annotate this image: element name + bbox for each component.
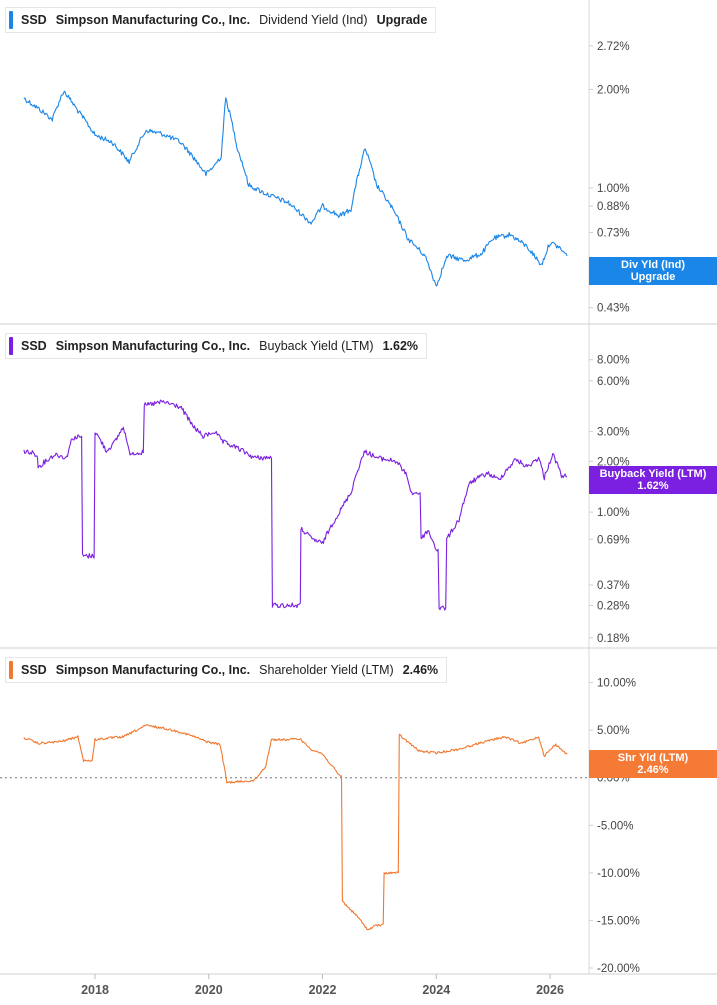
y-tick-label: 0.88% — [597, 201, 630, 213]
legend-metric: Shareholder Yield (LTM) — [259, 663, 394, 677]
legend-company: Simpson Manufacturing Co., Inc. — [55, 13, 251, 27]
series-line-dividend-yield — [23, 90, 568, 287]
x-tick-label: 2026 — [536, 983, 564, 997]
y-tick-label: 3.00% — [597, 427, 630, 439]
shareholder-yield-legend[interactable]: SSD Simpson Manufacturing Co., Inc. Shar… — [5, 657, 448, 683]
tag-line-value: Upgrade — [630, 271, 676, 283]
legend-ticker: SSD — [21, 663, 47, 677]
tag-line-value: 2.46% — [637, 764, 669, 776]
y-tick-label: 0.73% — [597, 228, 630, 240]
x-tick-label: 2024 — [422, 983, 450, 997]
legend-metric: Dividend Yield (Ind) — [259, 13, 368, 27]
buyback-yield-swatch — [9, 337, 13, 355]
y-tick-label: -5.00% — [597, 820, 633, 832]
y-tick-label: 10.00% — [597, 678, 636, 690]
tag-line-metric: Div Yld (Ind) — [621, 259, 685, 271]
series-line-shareholder-yield — [23, 724, 568, 931]
y-tick-label: 0.18% — [597, 633, 630, 645]
y-tick-label: 2.72% — [597, 41, 630, 53]
tag-line-metric: Buyback Yield (LTM) — [599, 468, 707, 480]
shareholder-yield-swatch — [9, 661, 13, 679]
legend-value: 1.62% — [382, 339, 419, 353]
legend-company: Simpson Manufacturing Co., Inc. — [55, 339, 251, 353]
y-tick-label: 0.37% — [597, 580, 630, 592]
y-tick-label: 2.00% — [597, 84, 630, 96]
x-tick-label: 2022 — [309, 983, 337, 997]
y-tick-label: 0.28% — [597, 600, 630, 612]
buyback-yield-tag: Buyback Yield (LTM) 1.62% — [589, 466, 717, 494]
dividend-yield-tag: Div Yld (Ind) Upgrade — [589, 257, 717, 285]
dividend-yield-swatch — [9, 11, 13, 29]
shareholder-yield-tag: Shr Yld (LTM) 2.46% — [589, 750, 717, 778]
y-tick-label: 0.43% — [597, 303, 630, 315]
legend-ticker: SSD — [21, 13, 47, 27]
y-tick-label: -20.00% — [597, 963, 640, 975]
dividend-yield-legend[interactable]: SSD Simpson Manufacturing Co., Inc. Divi… — [5, 7, 437, 33]
legend-ticker: SSD — [21, 339, 47, 353]
y-tick-label: 0.69% — [597, 534, 630, 546]
buyback-yield-legend[interactable]: SSD Simpson Manufacturing Co., Inc. Buyb… — [5, 333, 428, 359]
legend-value: 2.46% — [402, 663, 439, 677]
y-tick-label: 1.00% — [597, 183, 630, 195]
series-line-buyback-yield — [23, 399, 568, 611]
legend-company: Simpson Manufacturing Co., Inc. — [55, 663, 251, 677]
y-tick-label: 2.00% — [597, 456, 630, 468]
tag-line-value: 1.62% — [637, 480, 669, 492]
x-tick-label: 2018 — [81, 983, 109, 997]
y-tick-label: 6.00% — [597, 376, 630, 388]
x-tick-label: 2020 — [195, 983, 223, 997]
y-tick-label: -10.00% — [597, 868, 640, 880]
y-tick-label: -15.00% — [597, 915, 640, 927]
legend-metric: Buyback Yield (LTM) — [259, 339, 374, 353]
tag-line-metric: Shr Yld (LTM) — [617, 752, 689, 764]
y-tick-label: 5.00% — [597, 725, 630, 737]
y-tick-label: 8.00% — [597, 355, 630, 367]
legend-value: Upgrade — [376, 13, 428, 27]
y-tick-label: 1.00% — [597, 507, 630, 519]
